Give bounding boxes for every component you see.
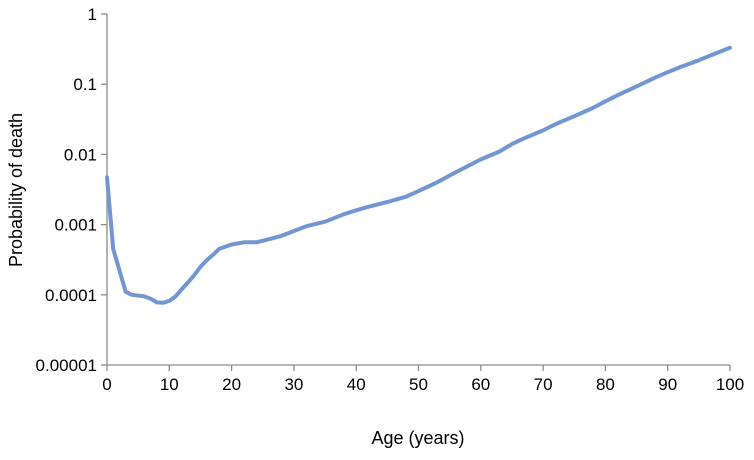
y-axis-title: Probability of death bbox=[6, 113, 26, 267]
x-tick-label: 30 bbox=[284, 375, 303, 394]
series-line bbox=[105, 45, 732, 305]
x-tick-label: 40 bbox=[347, 375, 366, 394]
y-tick-label: 0.001 bbox=[54, 216, 97, 235]
x-tick-label: 90 bbox=[658, 375, 677, 394]
x-tick-label: 70 bbox=[534, 375, 553, 394]
x-tick-label: 50 bbox=[409, 375, 428, 394]
x-tick-label: 80 bbox=[596, 375, 615, 394]
x-axis-title: Age (years) bbox=[371, 428, 464, 448]
y-tick-label: 1 bbox=[88, 5, 97, 24]
y-tick-label: 0.0001 bbox=[45, 286, 97, 305]
y-tick-label: 0.1 bbox=[73, 75, 97, 94]
y-tick-label: 0.00001 bbox=[36, 356, 97, 375]
x-ticks: 0 10 20 30 40 50 60 70 80 90 100 bbox=[102, 365, 744, 394]
x-tick-label: 0 bbox=[102, 375, 111, 394]
x-tick-label: 100 bbox=[716, 375, 744, 394]
x-tick-label: 20 bbox=[222, 375, 241, 394]
x-tick-label: 60 bbox=[471, 375, 490, 394]
y-tick-label: 0.01 bbox=[64, 145, 97, 164]
y-ticks: 0.00001 0.0001 0.001 0.01 0.1 1 bbox=[36, 5, 107, 375]
x-tick-label: 10 bbox=[160, 375, 179, 394]
